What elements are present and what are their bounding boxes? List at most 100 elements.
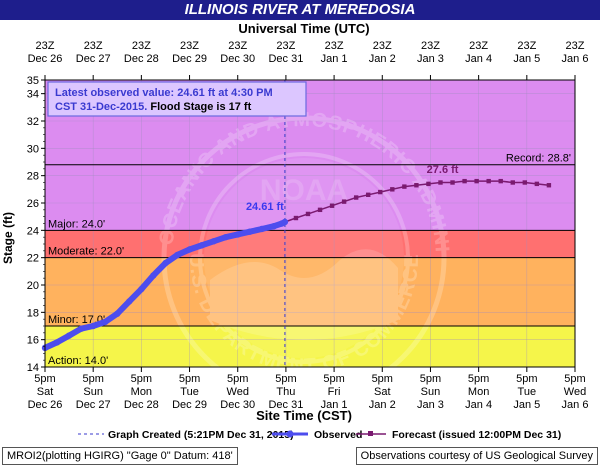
x-tick-label-bottom: Sun xyxy=(83,386,103,398)
x-tick-label-bottom: Thu xyxy=(276,386,295,398)
forecast-point xyxy=(426,181,431,187)
x-tick-label-bottom: 5pm xyxy=(34,373,55,385)
forecast-point xyxy=(486,178,491,184)
x-tick-label-top: Dec 29 xyxy=(172,53,207,65)
legend-forecast: Forecast (issued 12:00PM Dec 31) xyxy=(392,429,561,441)
x-tick-label-bottom: Sat xyxy=(374,386,391,398)
x-tick-label-bottom: 5pm xyxy=(275,373,296,385)
observed-point xyxy=(281,218,289,226)
x-tick-label-bottom: Wed xyxy=(227,386,249,398)
x-tick-label-top: Dec 27 xyxy=(76,53,111,65)
observed-value-label: 24.61 ft xyxy=(246,201,284,213)
observed-point xyxy=(102,318,109,326)
x-tick-label-bottom: Jan 6 xyxy=(562,399,589,411)
x-tick-label-top: 23Z xyxy=(325,40,344,52)
x-tick-label-bottom: Sun xyxy=(421,386,441,398)
forecast-point xyxy=(450,180,455,185)
observed-line xyxy=(42,219,288,351)
x-tick-label-bottom: Dec 26 xyxy=(28,399,63,411)
x-tick-label-bottom: Wed xyxy=(564,386,586,398)
forecast-point xyxy=(293,215,299,221)
info-line-2-date: CST 31-Dec-2015. xyxy=(55,101,147,113)
x-tick-label-bottom: Jan 3 xyxy=(417,399,444,411)
x-tick-label-top: Jan 4 xyxy=(465,53,492,65)
x-tick-label-bottom: Dec 31 xyxy=(268,399,303,411)
x-tick-label-bottom: 5pm xyxy=(564,373,585,385)
x-tick-label-top: Jan 5 xyxy=(513,53,540,65)
legend-graph-created: Graph Created (5:21PM Dec 31, 2015) xyxy=(108,429,294,441)
info-line-1: Latest observed value: 24.61 ft at 4:30 … xyxy=(55,87,273,99)
x-tick-label-top: Dec 28 xyxy=(124,53,159,65)
forecast-point xyxy=(510,180,515,185)
watermark-wave-icon xyxy=(210,249,398,340)
x-tick-label-bottom: Dec 27 xyxy=(76,399,111,411)
x-tick-label-top: 23Z xyxy=(373,40,392,52)
y-axis: 14 16 18 20 22 24 26 28 30 32 34 35 xyxy=(27,75,45,374)
x-tick-label-bottom: 5pm xyxy=(82,373,103,385)
y-tick-label: 30 xyxy=(27,143,39,155)
x-axis-title: Site Time (CST) xyxy=(256,408,352,423)
y-axis-title: Stage (ft) xyxy=(1,212,15,264)
observed-point xyxy=(246,228,253,235)
observed-point xyxy=(174,251,181,259)
x-tick-label-bottom: 5pm xyxy=(323,373,344,385)
x-tick-label-bottom: Dec 28 xyxy=(124,399,159,411)
y-tick-label: 24 xyxy=(27,225,39,237)
x-tick-label-bottom: 5pm xyxy=(516,373,537,385)
x-tick-label-bottom: Dec 30 xyxy=(220,399,255,411)
info-line-2: CST 31-Dec-2015. Flood Stage is 17 ft xyxy=(55,101,252,113)
observed-point xyxy=(114,310,121,317)
latest-observation-box: Latest observed value: 24.61 ft at 4:30 … xyxy=(47,81,307,117)
x-tick-label-bottom: Mon xyxy=(131,386,152,398)
forecast-point xyxy=(341,199,347,204)
x-tick-label-top: 23Z xyxy=(228,40,247,52)
footer: MROI2(plotting HGIRG) "Gage 0" Datum: 41… xyxy=(0,447,600,465)
forecast-point xyxy=(402,184,407,189)
observed-point xyxy=(258,225,266,233)
x-tick-label-top: Dec 26 xyxy=(28,53,63,65)
observed-series xyxy=(41,218,289,352)
legend-observed: Observed xyxy=(314,429,362,441)
x-tick-label-bottom: 5pm xyxy=(468,373,489,385)
x-tick-label-bottom: Tue xyxy=(180,386,199,398)
observed-point xyxy=(162,259,169,267)
y-tick-label: 22 xyxy=(27,253,39,265)
forecast-point xyxy=(414,183,419,188)
forecast-point xyxy=(474,178,479,184)
x-tick-label-top: Jan 6 xyxy=(562,53,589,65)
legend-observed-marker xyxy=(286,430,294,438)
forecast-point xyxy=(317,207,323,213)
x-tick-label-top: 23Z xyxy=(469,40,488,52)
observed-point xyxy=(65,332,73,339)
x-tick-label-bottom: Jan 4 xyxy=(465,399,492,411)
x-tick-label-bottom: Jan 1 xyxy=(321,399,348,411)
forecast-crest-label: 27.6 ft xyxy=(427,164,459,176)
forecast-point xyxy=(366,192,371,197)
info-line-2-flood-stage: Flood Stage is 17 ft xyxy=(147,101,251,113)
y-tick-label: 28 xyxy=(27,171,39,183)
x-tick-label-top: 23Z xyxy=(132,40,151,52)
forecast-point xyxy=(498,178,503,184)
x-tick-label-top: 23Z xyxy=(566,40,585,52)
zone-moderate xyxy=(45,230,575,258)
forecast-series xyxy=(284,178,552,223)
observed-point xyxy=(198,242,205,249)
x-tick-label-bottom: Jan 2 xyxy=(369,399,396,411)
observed-point xyxy=(270,223,278,230)
flood-stage-zones xyxy=(45,80,575,367)
x-tick-label-top: Jan 3 xyxy=(417,53,444,65)
x-tick-label-bottom: Fri xyxy=(328,386,341,398)
x-tick-label-bottom: Tue xyxy=(518,386,537,398)
y-tick-label: 16 xyxy=(27,335,39,347)
footer-gage-info: MROI2(plotting HGIRG) "Gage 0" Datum: 41… xyxy=(2,447,238,465)
x-tick-label-top: 23Z xyxy=(421,40,440,52)
stage-label-record: Record: 28.8' xyxy=(506,153,571,165)
observed-point xyxy=(89,322,97,330)
watermark-logo-text: NOAA xyxy=(260,174,348,207)
x-tick-label-bottom: 5pm xyxy=(131,373,152,385)
observed-point xyxy=(210,238,217,245)
x-tick-label-bottom: 5pm xyxy=(227,373,248,385)
observed-point xyxy=(222,233,229,241)
